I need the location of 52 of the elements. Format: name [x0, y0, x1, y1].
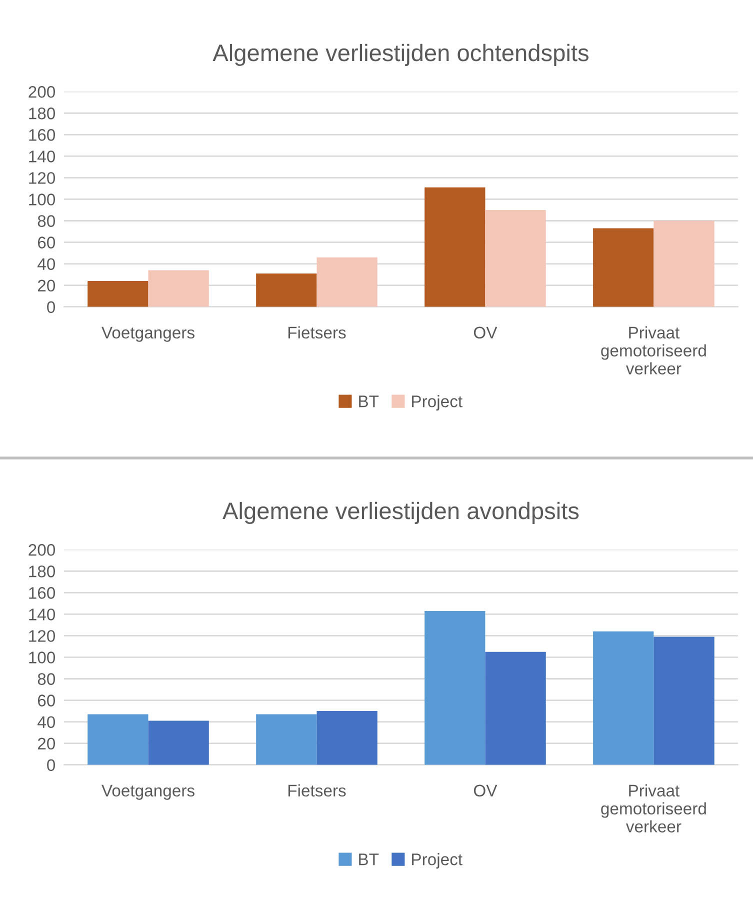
y-tick-label: 80 [38, 215, 56, 227]
y-tick-label: 160 [29, 129, 56, 141]
bar [256, 714, 317, 765]
x-tick-label: Voetgangers [102, 326, 194, 342]
legend-label: Project [412, 395, 462, 411]
y-tick-label: 140 [29, 150, 56, 162]
bar [485, 652, 546, 765]
chart-title: Algemene verliestijden avondpsits [222, 502, 579, 524]
y-tick-label: 200 [28, 544, 56, 556]
y-tick-label: 120 [29, 172, 56, 184]
x-tick-label: Fietsers [288, 326, 346, 339]
legend-label: BT [359, 396, 379, 408]
bar [593, 631, 654, 765]
bar [88, 714, 148, 765]
chart-title: Algemene verliestijden ochtendspits [212, 44, 588, 66]
y-tick-label: 100 [29, 652, 56, 664]
bar [316, 711, 378, 765]
bar [148, 270, 209, 307]
y-tick-label: 180 [29, 566, 56, 578]
y-tick-label: 180 [29, 108, 56, 120]
y-tick-label: 40 [38, 258, 56, 270]
y-tick-label: 80 [38, 673, 56, 685]
bar [654, 220, 714, 307]
y-tick-label: 120 [29, 630, 56, 642]
x-tick-label: OV [474, 326, 498, 339]
y-tick-label: 200 [28, 86, 56, 98]
x-tick-label: Fietsers [288, 784, 346, 797]
y-tick-label: 140 [29, 608, 56, 620]
bar [148, 720, 209, 765]
bar [88, 281, 148, 307]
y-tick-label: 40 [38, 716, 56, 728]
legend-label: Project [412, 853, 462, 869]
y-tick-label: 20 [38, 280, 56, 292]
bar [424, 610, 486, 765]
y-tick-label: 0 [47, 759, 56, 772]
x-tick-label: Privaat gemotoriseerd verkeer [601, 326, 706, 374]
bar [256, 273, 317, 307]
y-tick-label: 60 [38, 694, 56, 706]
y-tick-label: 20 [38, 738, 56, 750]
bar [424, 187, 486, 307]
y-tick-label: 160 [29, 587, 56, 599]
bar [485, 210, 546, 307]
legend-label: BT [359, 854, 379, 866]
x-tick-label: OV [474, 784, 498, 797]
y-tick-label: 100 [29, 194, 56, 206]
bar [654, 636, 714, 765]
y-tick-label: 0 [47, 301, 56, 314]
x-tick-label: Voetgangers [102, 784, 194, 800]
bar [593, 228, 654, 307]
x-tick-label: Privaat gemotoriseerd verkeer [601, 784, 706, 832]
bar [316, 257, 378, 307]
y-tick-label: 60 [38, 236, 56, 248]
